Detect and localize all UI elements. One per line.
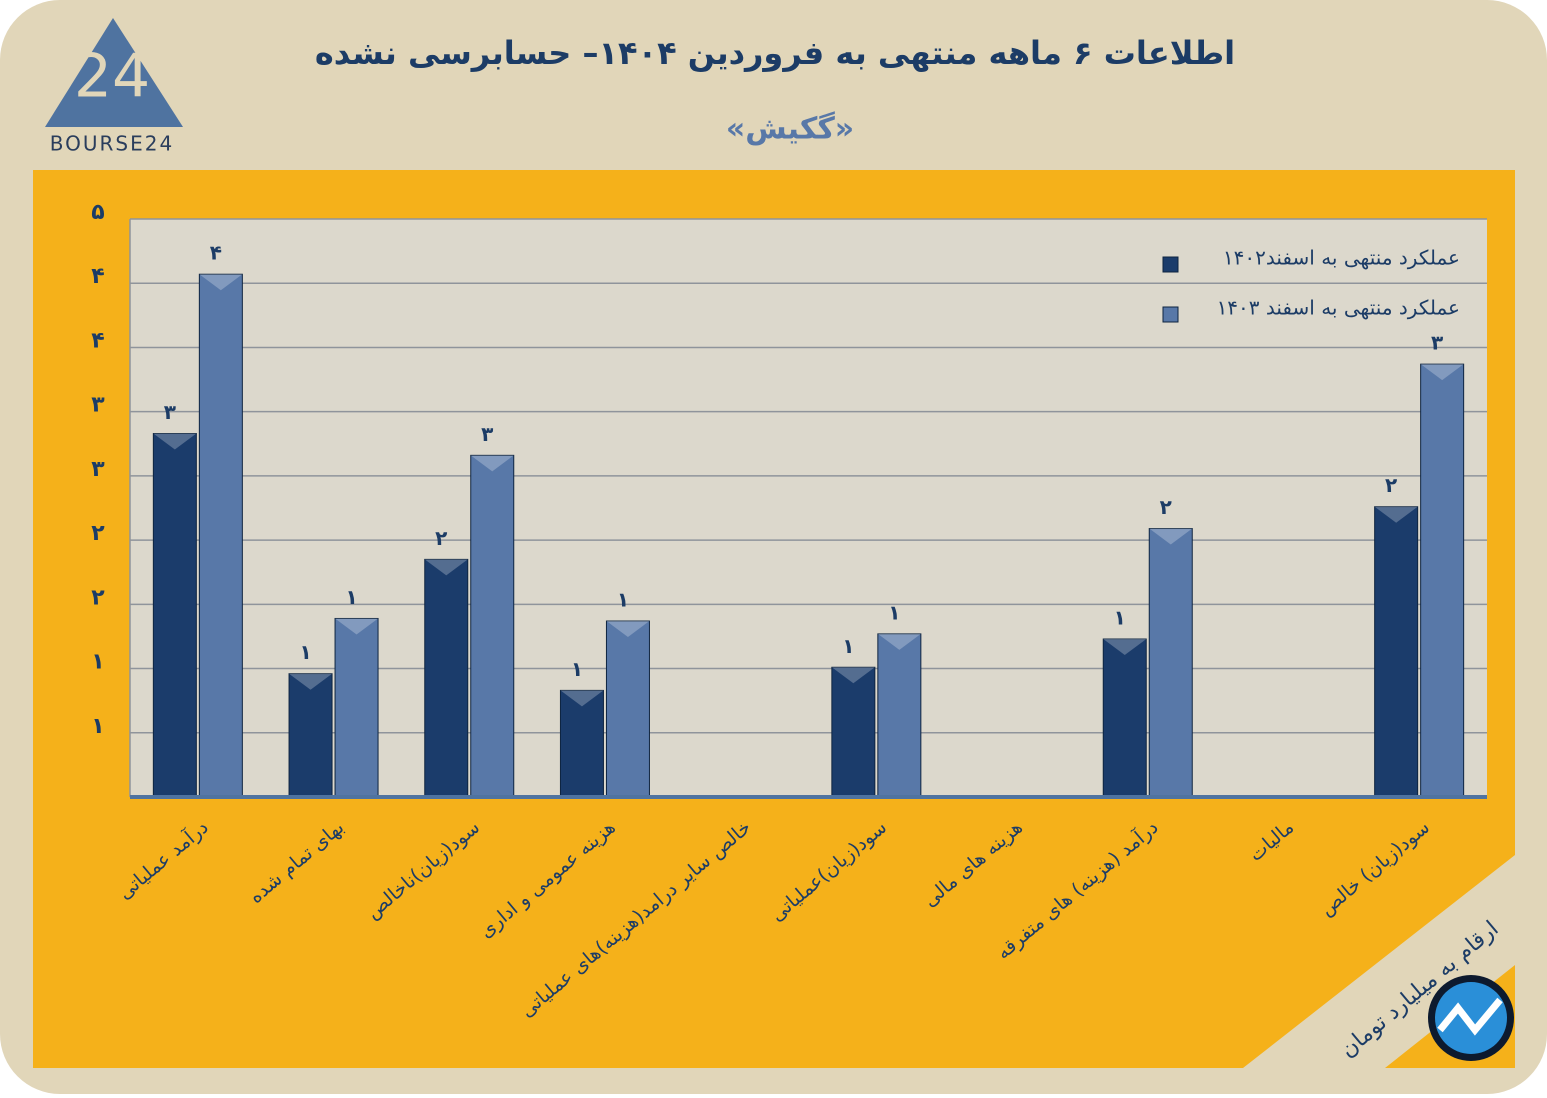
bar-bevel bbox=[470, 455, 514, 472]
bar bbox=[1102, 638, 1147, 798]
bar-bevel bbox=[335, 618, 379, 635]
value-label: ۴ bbox=[210, 241, 222, 265]
badge-arrow bbox=[1437, 997, 1503, 1036]
bar-bevel bbox=[1420, 364, 1464, 381]
y-tick-label: ۵ bbox=[91, 200, 104, 225]
bar-bevel bbox=[199, 274, 243, 291]
y-tick-label: ۲ bbox=[91, 585, 105, 610]
title: اطلاعات ۶ ماهه منتهی به فروردین ۱۴۰۴– حس… bbox=[315, 34, 1235, 72]
value-label: ۱ bbox=[617, 588, 629, 612]
legend-label: عملکرد منتهی به اسفند ۱۴۰۳ bbox=[1217, 296, 1460, 320]
bar bbox=[288, 673, 333, 798]
bar-bevel bbox=[606, 621, 650, 638]
bar-bevel bbox=[153, 433, 197, 450]
legend-label: عملکرد منتهی به اسفند۱۴۰۲ bbox=[1223, 246, 1460, 270]
y-tick-label: ۴ bbox=[91, 328, 104, 353]
bar bbox=[559, 689, 604, 798]
bar-bevel bbox=[289, 673, 333, 690]
logo-mark bbox=[45, 18, 183, 127]
value-label: ۱ bbox=[1114, 606, 1126, 630]
value-label: ۳ bbox=[164, 400, 176, 424]
y-tick-label: ۴ bbox=[91, 264, 104, 289]
legend-swatch bbox=[1162, 306, 1179, 323]
y-tick-label: ۳ bbox=[91, 457, 105, 482]
bar-bevel bbox=[1103, 639, 1147, 656]
legend-swatch bbox=[1162, 256, 1179, 273]
badge-inner bbox=[1435, 982, 1507, 1054]
value-label: ۲ bbox=[1160, 495, 1172, 519]
value-label: ۱ bbox=[888, 600, 900, 624]
bar bbox=[1148, 528, 1193, 798]
bar bbox=[152, 433, 197, 798]
logo-text: BOURSE24 bbox=[50, 132, 174, 156]
subtitle: «گکیش» bbox=[726, 111, 854, 147]
y-tick-label: ۱ bbox=[91, 714, 104, 739]
bar-bevel bbox=[877, 633, 921, 650]
bar-bevel bbox=[1374, 506, 1418, 523]
logo-digits: 24 bbox=[74, 42, 150, 112]
value-label: ۱ bbox=[345, 585, 357, 609]
bar-bevel bbox=[424, 559, 468, 576]
y-tick-label: ۱ bbox=[91, 650, 104, 675]
bar bbox=[831, 666, 876, 798]
bar bbox=[1420, 363, 1465, 798]
bar bbox=[424, 558, 469, 798]
value-label: ۳ bbox=[481, 422, 493, 446]
value-label: ۱ bbox=[571, 657, 583, 681]
value-label: ۲ bbox=[1385, 473, 1397, 497]
y-tick-label: ۲ bbox=[91, 521, 105, 546]
value-label: ۱ bbox=[299, 640, 311, 664]
bar-bevel bbox=[1149, 528, 1193, 545]
bar bbox=[198, 273, 243, 798]
bar bbox=[470, 454, 515, 798]
y-tick-label: ۳ bbox=[91, 393, 105, 418]
value-label: ۲ bbox=[435, 526, 447, 550]
bar bbox=[334, 617, 379, 798]
bar-bevel bbox=[831, 667, 875, 684]
bar bbox=[1374, 506, 1419, 798]
bar bbox=[877, 633, 922, 798]
value-label: ۱ bbox=[842, 634, 854, 658]
bar bbox=[605, 620, 650, 798]
value-label: ۳ bbox=[1431, 331, 1443, 355]
bar-bevel bbox=[560, 690, 604, 707]
